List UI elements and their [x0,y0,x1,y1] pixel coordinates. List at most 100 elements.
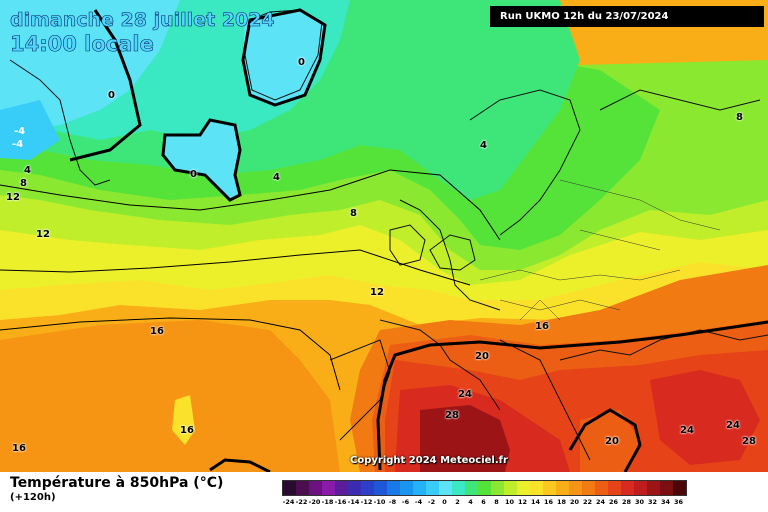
scale-tick-label: -24 [282,498,295,506]
contour-label: 8 [350,208,357,219]
color-swatch [621,481,634,495]
scale-tick-label: 24 [595,498,606,506]
color-swatch [608,481,621,495]
scale-tick-label: -2 [427,498,436,506]
scale-tick-label: 22 [582,498,593,506]
contour-label: 16 [180,425,194,436]
color-swatch [517,481,530,495]
color-swatch [491,481,504,495]
cold-pocket-center [163,120,240,200]
contour-label: 28 [742,436,756,447]
scale-tick-label: 6 [481,498,486,506]
color-swatch [582,481,595,495]
contour-label: 16 [150,326,164,337]
color-swatch [478,481,491,495]
scale-tick-label: -12 [360,498,373,506]
scale-tick-label: 0 [442,498,447,506]
color-swatch [400,481,413,495]
color-swatch [387,481,400,495]
scale-tick-label: -4 [414,498,423,506]
color-swatch [660,481,673,495]
ne-patch [720,70,768,150]
contour-label: 4 [24,165,31,176]
scale-tick-label: 4 [468,498,473,506]
main-isotherms [69,8,768,472]
copyright-text: Copyright 2024 Meteociel.fr [350,455,508,466]
color-swatch [647,481,660,495]
scale-tick-label: -10 [373,498,386,506]
contour-label: 8 [736,112,743,123]
scale-tick-label: -6 [401,498,410,506]
color-swatch [426,481,439,495]
cool-tongue [580,410,640,472]
legend-subtitle: (+120h) [10,492,56,503]
scale-tick-label: 2 [455,498,460,506]
contour-label: 24 [458,389,472,400]
scale-tick-label: 26 [608,498,619,506]
contour-label: 0 [190,169,197,180]
color-swatch [556,481,569,495]
color-swatch [413,481,426,495]
contour-label: 12 [370,287,384,298]
band-16-pocket [172,395,195,445]
color-swatch [335,481,348,495]
scale-tick-label: 10 [504,498,515,506]
color-swatch [504,481,517,495]
color-swatch [595,481,608,495]
scale-tick-label: -18 [321,498,334,506]
scale-tick-label: -22 [295,498,308,506]
color-swatch [465,481,478,495]
thin-isotherms [0,169,501,391]
color-swatch [283,481,296,495]
scale-tick-label: 28 [621,498,632,506]
scale-tick-label: 8 [494,498,499,506]
contour-label: 28 [445,410,459,421]
scale-tick-label: -14 [347,498,360,506]
run-info-box: Run UKMO 12h du 23/07/2024 [490,6,764,27]
scale-tick-label: 36 [673,498,684,506]
scale-tick-label: 30 [634,498,645,506]
legend-title: Température à 850hPa (°C) [10,475,224,491]
contour-label: 0 [298,57,305,68]
band-32 [420,405,510,472]
color-swatch [439,481,452,495]
contour-label: 24 [680,425,694,436]
contour-label: 8 [20,178,27,189]
color-swatch [361,481,374,495]
scale-tick-label: 20 [569,498,580,506]
color-swatch [296,481,309,495]
local-time-title: 14:00 locale [10,32,154,57]
contour-label: 16 [535,321,549,332]
contour-label: 4 [273,172,280,183]
scale-tick-label: 34 [660,498,671,506]
color-swatch [452,481,465,495]
contour-label: 20 [475,351,489,362]
contour-label: 0 [108,90,115,101]
band-0 [0,0,180,135]
borders [479,179,721,321]
scale-tick-label: 14 [530,498,541,506]
scale-tick-label: 16 [543,498,554,506]
color-swatch [374,481,387,495]
date-title: dimanche 28 juillet 2024 [10,9,275,32]
band-20-west [0,320,340,472]
band-28-east [650,370,760,465]
scale-tick-label: -16 [334,498,347,506]
contour-label: -4 [14,126,26,137]
map-canvas [0,0,768,472]
contour-label: 20 [605,436,619,447]
color-swatch [348,481,361,495]
color-scale-bar [282,480,687,496]
contour-label: 4 [480,140,487,151]
temperature-map: dimanche 28 juillet 2024 14:00 locale Ru… [0,0,768,472]
color-swatch [543,481,556,495]
contour-label: 24 [726,420,740,431]
scale-tick-label: 18 [556,498,567,506]
contour-label: 12 [6,192,20,203]
band-neg2 [0,100,60,160]
scale-tick-label: 12 [517,498,528,506]
color-swatch [634,481,647,495]
contour-label: 12 [36,229,50,240]
color-swatch [530,481,543,495]
color-swatch [322,481,335,495]
